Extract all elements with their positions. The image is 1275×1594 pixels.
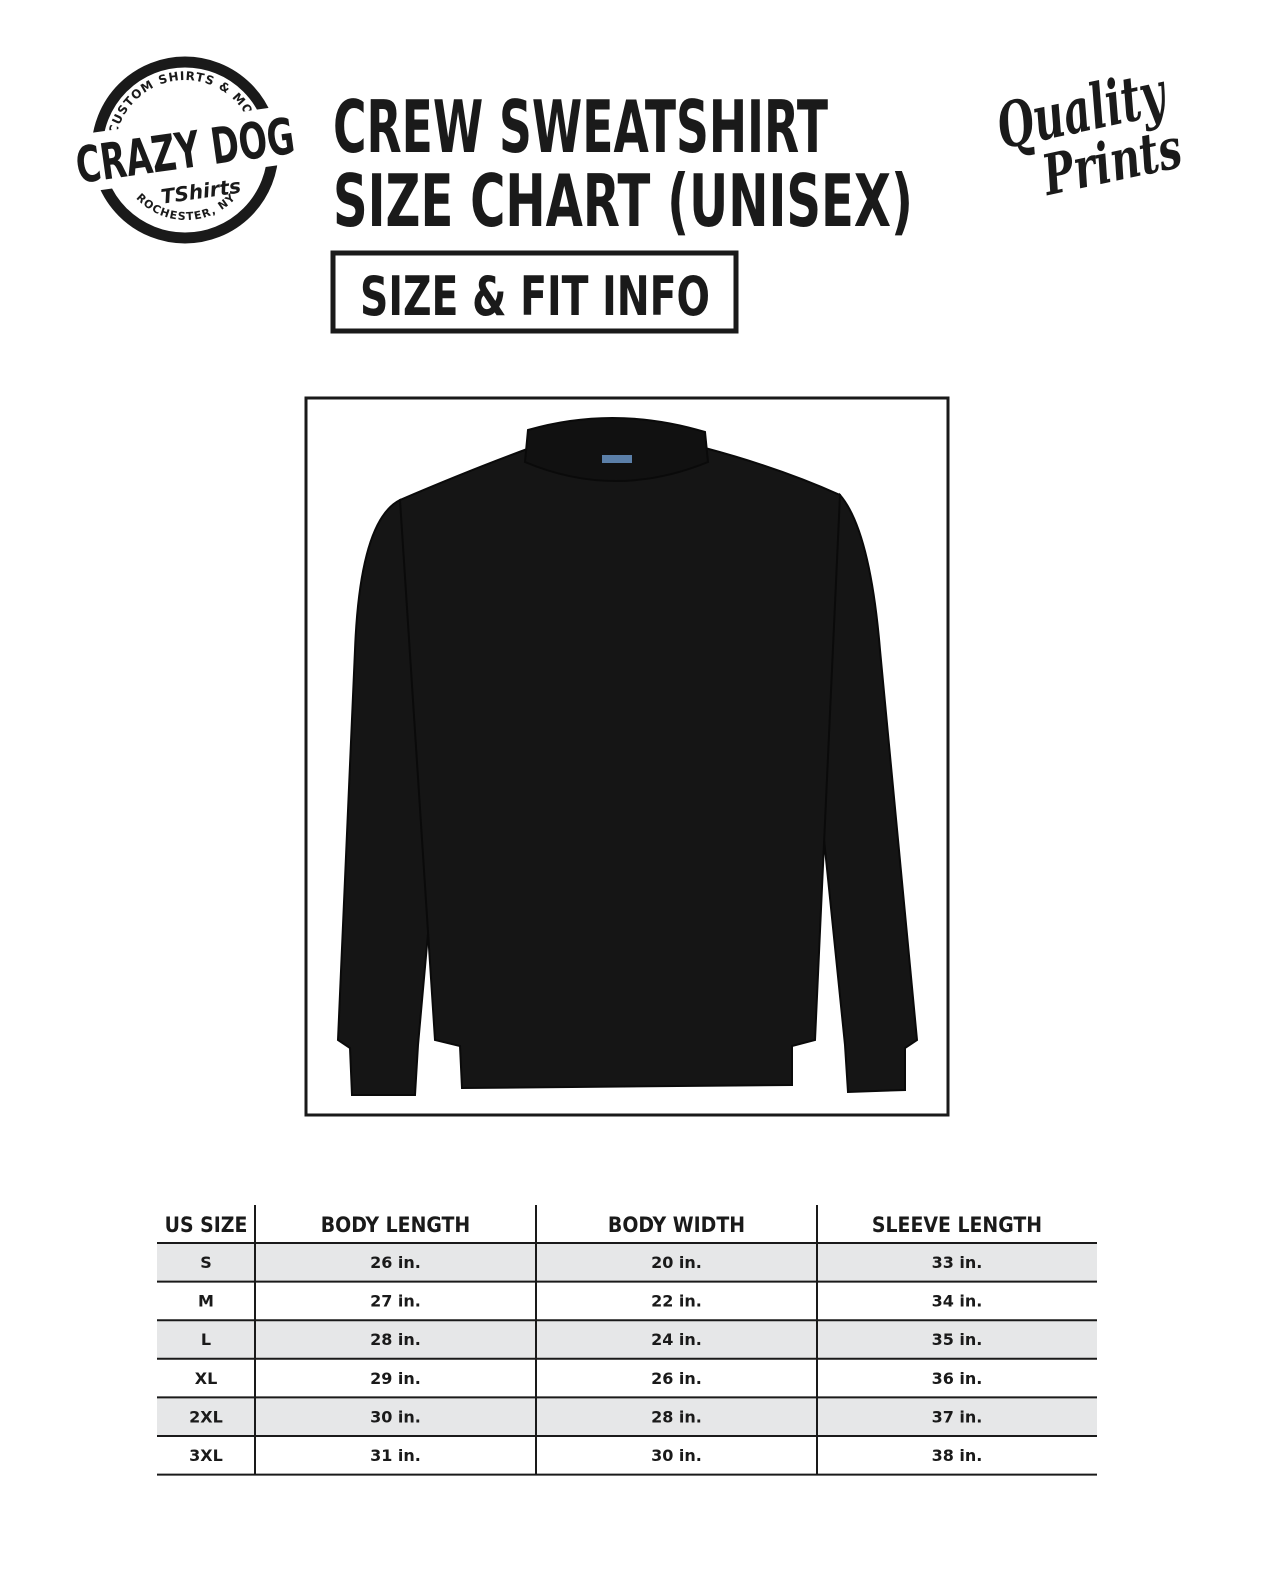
cell: 26 in.	[651, 1369, 702, 1388]
cell: 38 in.	[932, 1446, 983, 1465]
title-line: CREW SWEATSHIRT	[333, 85, 828, 169]
row-shade	[157, 1397, 1097, 1436]
cell: 37 in.	[932, 1407, 983, 1426]
cell: M	[198, 1292, 214, 1311]
cell: 35 in.	[932, 1330, 983, 1349]
body	[398, 447, 842, 1090]
logo: CUSTOM SHIRTS & MORE ROCHESTER, NY CRAZY…	[66, 56, 303, 244]
cell: 29 in.	[370, 1369, 421, 1388]
cell: 28 in.	[370, 1330, 421, 1349]
tag-box	[330, 250, 739, 334]
quality-badge: Quality Prints	[990, 56, 1188, 209]
cell: 26 in.	[370, 1253, 421, 1272]
cell: 28 in.	[651, 1407, 702, 1426]
cell: 33 in.	[932, 1253, 983, 1272]
row-shade	[157, 1320, 1097, 1359]
tag-text: SIZE & FIT INFO	[360, 265, 710, 328]
cell: 24 in.	[651, 1330, 702, 1349]
cell: 36 in.	[932, 1369, 983, 1388]
column-header: SLEEVE LENGTH	[872, 1213, 1042, 1237]
collar	[523, 417, 710, 482]
size-table: US SIZE S ML XL 2XL 3XL BODY LENGTH 26 in. 27 in…	[157, 1205, 1097, 1476]
logo-banner	[66, 104, 303, 194]
cell: XL	[195, 1369, 218, 1388]
title-line: SIZE CHART (UNISEX)	[333, 159, 913, 243]
cell: 27 in.	[370, 1292, 421, 1311]
cell: 31 in.	[370, 1446, 421, 1465]
column-header: BODY WIDTH	[608, 1213, 745, 1237]
cell: 2XL	[189, 1407, 223, 1426]
cell: S	[200, 1253, 212, 1272]
sleeve	[818, 492, 919, 1094]
cell: 3XL	[189, 1446, 223, 1465]
cell: 34 in.	[932, 1292, 983, 1311]
column-header: BODY LENGTH	[321, 1213, 470, 1237]
cell: 20 in.	[651, 1253, 702, 1272]
cell: 30 in.	[651, 1446, 702, 1465]
cell: L	[201, 1330, 211, 1349]
cell: 22 in.	[651, 1292, 702, 1311]
row-shade	[157, 1243, 1097, 1282]
column-header: US SIZE	[165, 1213, 248, 1237]
label	[602, 455, 632, 463]
sweatshirt	[336, 417, 919, 1096]
cell: 30 in.	[370, 1407, 421, 1426]
